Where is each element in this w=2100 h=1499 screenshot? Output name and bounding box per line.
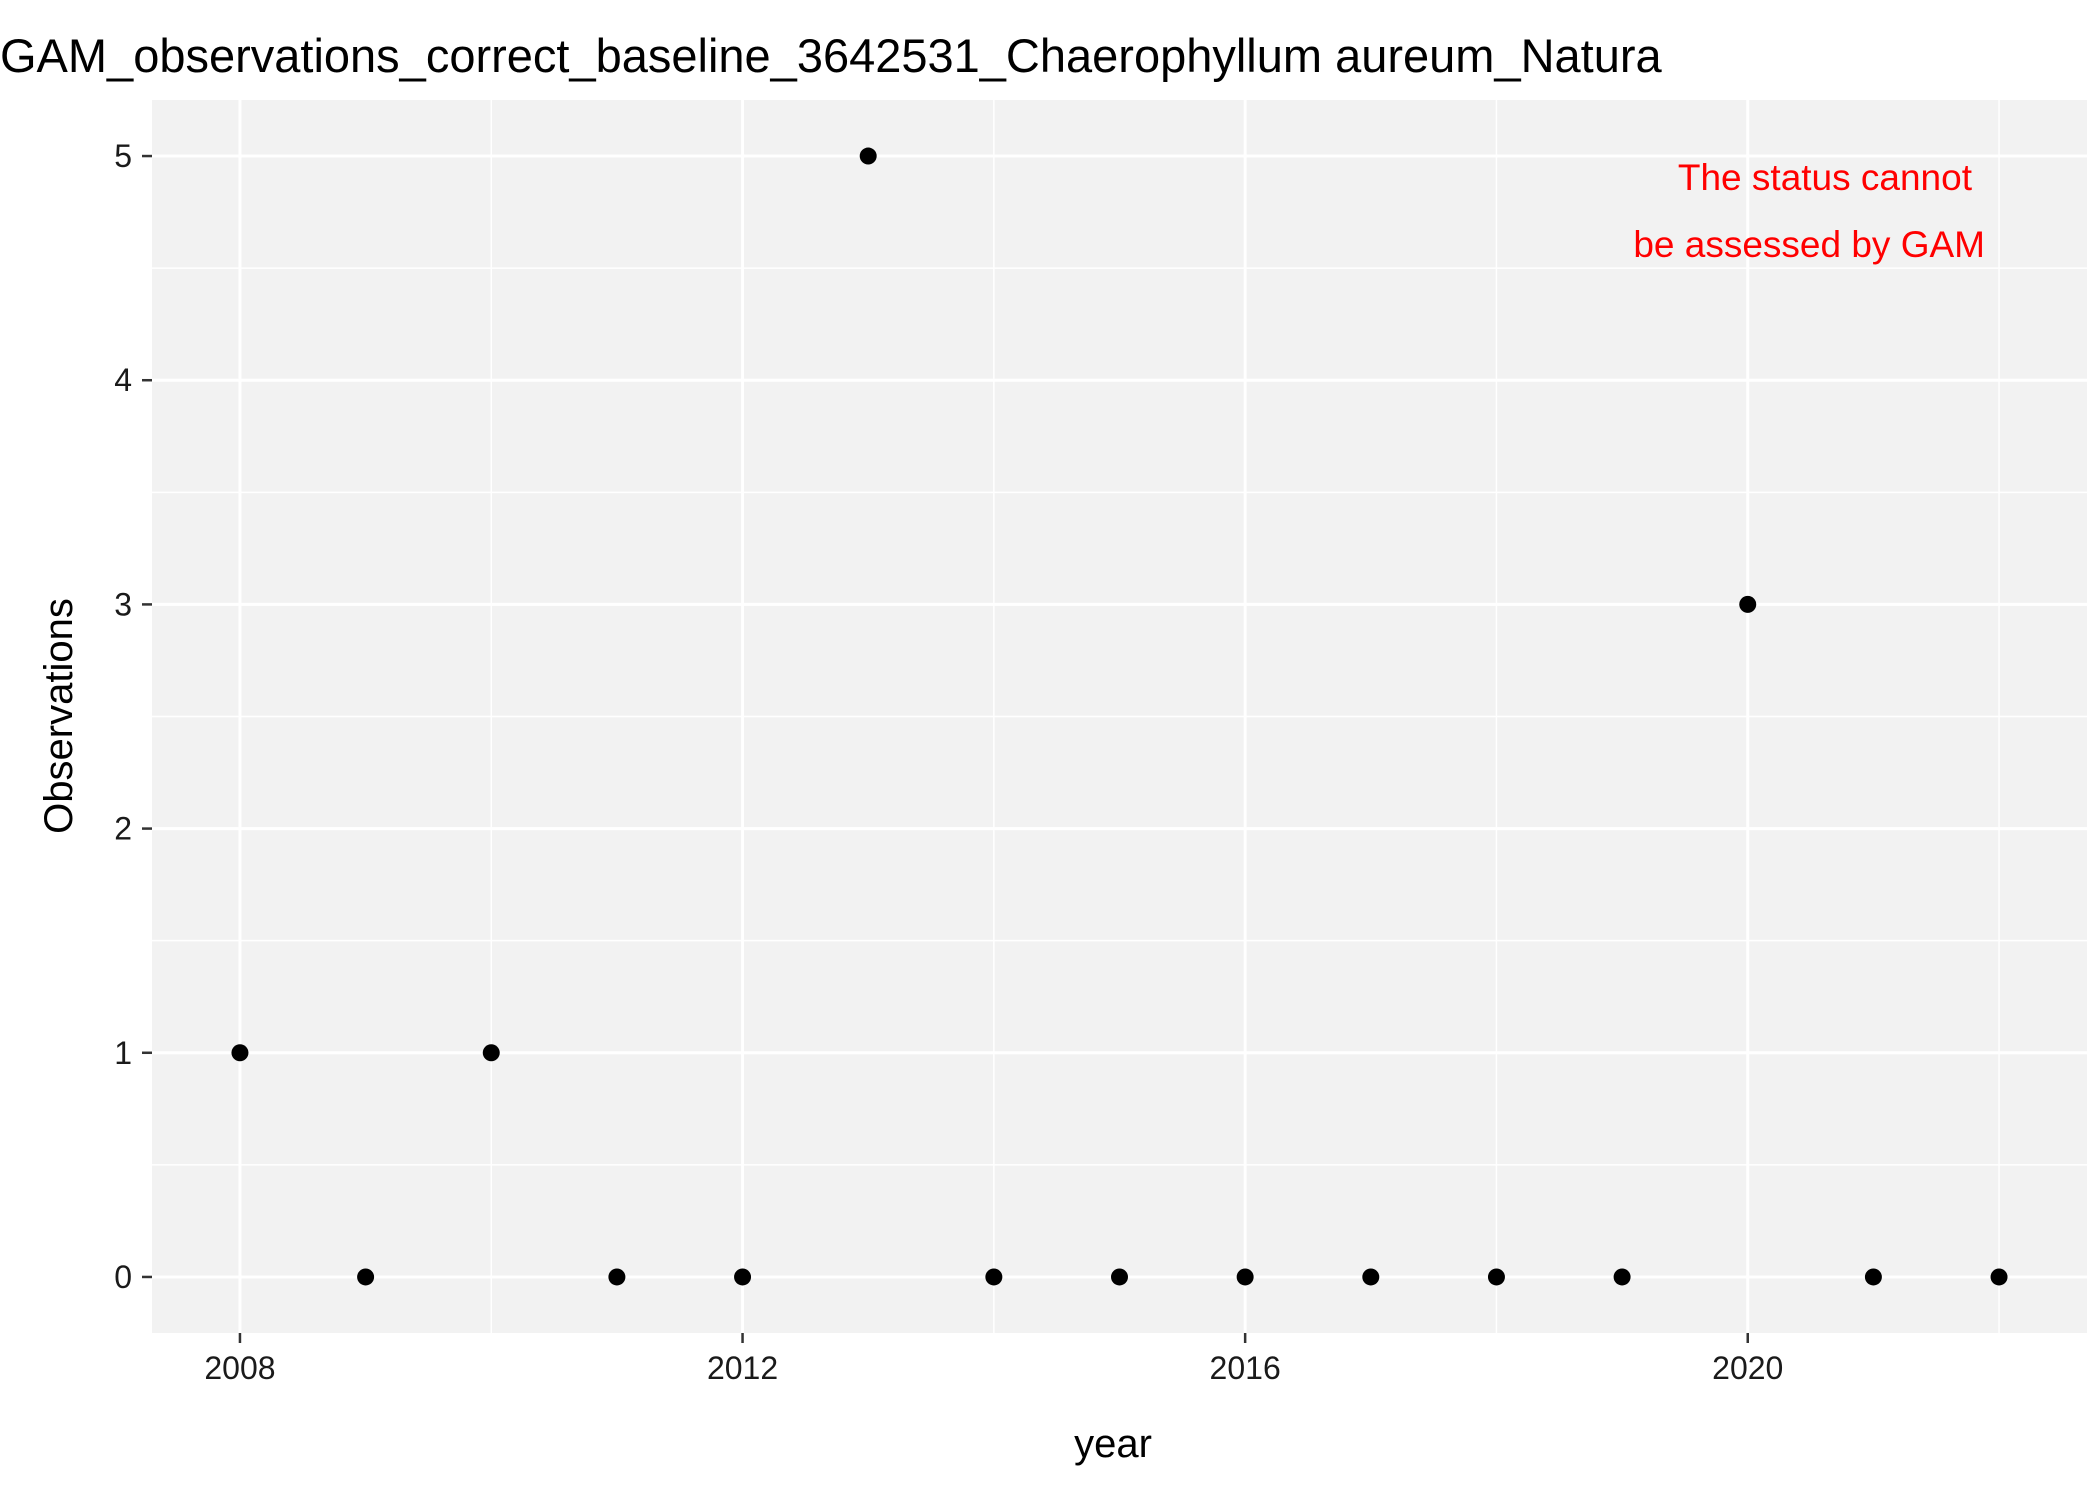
data-point (1864, 1268, 1882, 1286)
data-points (231, 147, 2008, 1286)
data-point (985, 1268, 1003, 1286)
data-point (1236, 1268, 1254, 1286)
data-point (608, 1268, 626, 1286)
data-point (1362, 1268, 1380, 1286)
x-tick-label: 2012 (707, 1350, 778, 1386)
data-point (1739, 595, 1757, 613)
y-axis: 0 1 2 3 4 5 (114, 138, 152, 1295)
x-tick-label: 2008 (204, 1350, 275, 1386)
data-point (1613, 1268, 1631, 1286)
data-point (1990, 1268, 2008, 1286)
y-tick-label: 3 (114, 586, 132, 622)
data-point (734, 1268, 752, 1286)
x-axis: 2008 2012 2016 2020 (204, 1333, 1783, 1386)
y-axis-title: Observations (37, 598, 81, 834)
data-point (1111, 1268, 1128, 1286)
chart-title: GAM_observations_correct_baseline_364253… (0, 29, 1663, 82)
x-tick-label: 2016 (1210, 1350, 1281, 1386)
grid-minor (152, 100, 2087, 1333)
annotation-line-2: be assessed by GAM (1633, 224, 1985, 265)
data-point (482, 1044, 500, 1062)
annotation-line-1: The status cannot (1678, 157, 1973, 198)
data-point (859, 147, 877, 165)
data-point (357, 1268, 375, 1286)
y-tick-label: 1 (114, 1035, 132, 1071)
y-tick-label: 5 (114, 138, 132, 174)
annotation: The status cannot be assessed by GAM (1633, 157, 1985, 265)
y-tick-label: 0 (114, 1259, 132, 1295)
x-tick-label: 2020 (1712, 1350, 1783, 1386)
data-point (231, 1044, 249, 1062)
data-point (1487, 1268, 1505, 1286)
y-tick-label: 2 (114, 811, 132, 847)
y-tick-label: 4 (114, 362, 132, 398)
x-axis-title: year (1074, 1422, 1152, 1466)
